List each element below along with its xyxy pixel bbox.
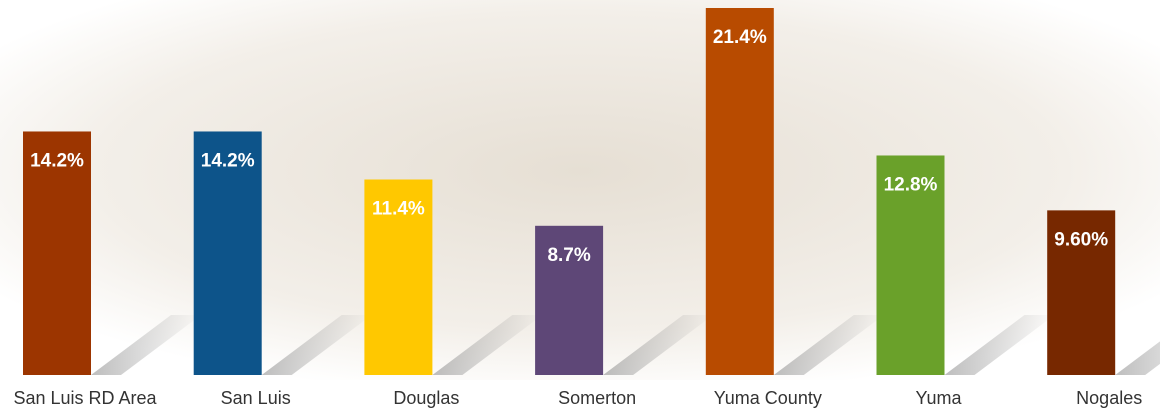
bar [364, 179, 433, 375]
x-tick-label: Somerton [558, 388, 636, 408]
value-label: 21.4% [713, 27, 767, 48]
x-tick-label: Yuma [915, 388, 962, 408]
bar-shadow [773, 315, 884, 375]
value-label: 8.7% [547, 245, 590, 266]
x-tick-label: Nogales [1076, 388, 1142, 408]
bar-shadow [261, 315, 372, 375]
bar-shadow [944, 315, 1055, 375]
bar [876, 155, 945, 375]
value-label: 14.2% [30, 150, 84, 171]
x-tick-label: Douglas [393, 388, 459, 408]
value-label: 11.4% [372, 199, 425, 220]
bar-shadow [432, 315, 543, 375]
bar [535, 225, 604, 375]
value-label: 9.60% [1054, 229, 1108, 250]
value-label: 12.8% [884, 175, 938, 196]
bar [193, 131, 262, 375]
x-tick-label: San Luis RD Area [13, 388, 157, 408]
bar [705, 8, 774, 375]
x-tick-label: San Luis [221, 388, 291, 408]
bar-shadow [91, 315, 201, 375]
bar [1047, 210, 1116, 375]
bar-shadow [1115, 341, 1160, 375]
bar-shadow [603, 315, 714, 375]
bar [23, 131, 91, 375]
value-label: 14.2% [201, 150, 255, 171]
x-tick-label: Yuma County [714, 388, 822, 408]
